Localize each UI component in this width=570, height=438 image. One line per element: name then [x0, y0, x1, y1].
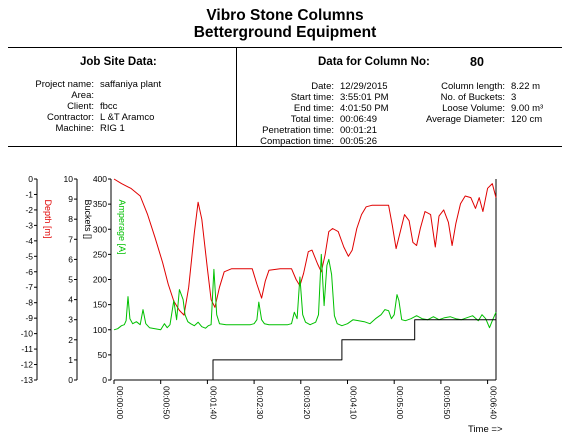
- job-site-heading: Job Site Data:: [80, 56, 157, 68]
- y-tick-label: 400: [93, 174, 107, 184]
- y-tick-label: 50: [98, 350, 108, 360]
- y-tick-label: -10: [21, 329, 34, 339]
- column-stat-value: 9.00 m³: [511, 103, 544, 114]
- y-tick-label: -13: [21, 375, 34, 385]
- y-tick-label: 0: [28, 174, 33, 184]
- x-tick-label: 00:04:10: [348, 386, 358, 419]
- job-site-label: Project name:: [35, 79, 94, 90]
- y-tick-label: 9: [68, 194, 73, 204]
- job-site-label: Machine:: [55, 123, 94, 134]
- column-time-label: Start time:: [290, 92, 334, 103]
- y-axis-title: Buckets []: [83, 200, 93, 240]
- column-time-value: 00:06:49: [340, 114, 377, 125]
- y-tick-label: 8: [68, 214, 73, 224]
- column-time-label: End time:: [293, 103, 334, 114]
- column-stat-value: 3: [511, 92, 517, 103]
- column-time-value: 00:05:26: [340, 136, 377, 147]
- job-site-label: Area:: [71, 90, 94, 101]
- y-tick-label: -11: [21, 344, 33, 354]
- column-time-label: Total time:: [290, 114, 334, 125]
- y-tick-label: 250: [93, 249, 107, 259]
- column-time-label: Compaction time:: [260, 136, 334, 147]
- column-stat-label: No. of Buckets:: [440, 92, 505, 103]
- column-stat-label: Column length:: [441, 81, 505, 92]
- y-tick-label: 10: [64, 174, 74, 184]
- header-divider-bottom: [8, 146, 562, 147]
- y-tick-label: 2: [68, 335, 73, 345]
- y-tick-label: 350: [93, 199, 107, 209]
- y-tick-label: -2: [25, 205, 33, 215]
- x-tick-label: 00:01:40: [208, 386, 218, 419]
- y-tick-label: 6: [68, 254, 73, 264]
- series-line: [113, 253, 497, 331]
- column-time-value: 4:01:50 PM: [340, 103, 389, 114]
- y-tick-label: 4: [68, 295, 73, 305]
- job-site-value: RIG 1: [100, 123, 125, 134]
- x-axis-title: Time =>: [468, 424, 503, 435]
- y-tick-label: 0: [102, 375, 107, 385]
- y-tick-label: -1: [25, 189, 33, 199]
- x-tick-label: 00:06:40: [489, 386, 499, 419]
- header-divider-top: [8, 47, 562, 48]
- column-time-label: Penetration time:: [262, 125, 334, 136]
- x-tick-label: 00:02:30: [255, 386, 265, 419]
- y-tick-label: -12: [21, 360, 34, 370]
- y-tick-label: 300: [93, 224, 107, 234]
- column-time-label: Date:: [311, 81, 334, 92]
- x-tick-label: 00:00:00: [115, 386, 125, 419]
- column-stat-value: 120 cm: [511, 114, 543, 125]
- report-title: Vibro Stone Columns: [206, 7, 364, 24]
- x-tick-label: 00:05:50: [442, 386, 452, 419]
- column-heading: Data for Column No:: [318, 56, 430, 68]
- x-tick-label: 00:00:50: [162, 386, 172, 419]
- y-tick-label: -5: [25, 251, 33, 261]
- column-stat-label: Loose Volume:: [442, 103, 505, 114]
- y-tick-label: -9: [25, 313, 33, 323]
- y-tick-label: 150: [93, 300, 107, 310]
- column-stat-value: 8.22 m: [511, 81, 541, 92]
- column-stat-label: Average Diameter:: [425, 114, 505, 125]
- y-tick-label: 1: [68, 355, 73, 365]
- x-tick-label: 00:05:00: [395, 386, 405, 419]
- y-tick-label: -4: [25, 236, 33, 246]
- y-tick-label: 5: [68, 275, 73, 285]
- series-line: [212, 319, 496, 380]
- y-tick-label: 200: [93, 275, 107, 285]
- column-number: 80: [470, 55, 484, 69]
- y-tick-label: -8: [25, 298, 33, 308]
- column-time-value: 00:01:21: [340, 125, 377, 136]
- header-divider-vertical: [236, 47, 237, 146]
- job-site-value: fbcc: [100, 101, 118, 112]
- y-tick-label: 7: [68, 234, 73, 244]
- job-site-label: Contractor:: [47, 112, 94, 123]
- column-time-value: 3:55:01 PM: [340, 92, 389, 103]
- job-site-label: Client:: [67, 101, 94, 112]
- column-time-value: 12/29/2015: [340, 81, 388, 92]
- series-line: [113, 178, 497, 316]
- y-axis-title: Depth [m]: [43, 200, 53, 239]
- job-site-value: saffaniya plant: [100, 79, 162, 90]
- y-tick-label: -7: [25, 282, 33, 292]
- y-tick-label: 3: [68, 315, 73, 325]
- y-tick-label: 100: [93, 325, 107, 335]
- y-tick-label: -6: [25, 267, 33, 277]
- report-subtitle: Betterground Equipment: [193, 24, 377, 41]
- x-tick-label: 00:03:20: [302, 386, 312, 419]
- job-site-value: L &T Aramco: [100, 112, 155, 123]
- y-tick-label: 0: [68, 375, 73, 385]
- y-tick-label: -3: [25, 220, 33, 230]
- y-axis-title: Amperage [A]: [117, 200, 127, 255]
